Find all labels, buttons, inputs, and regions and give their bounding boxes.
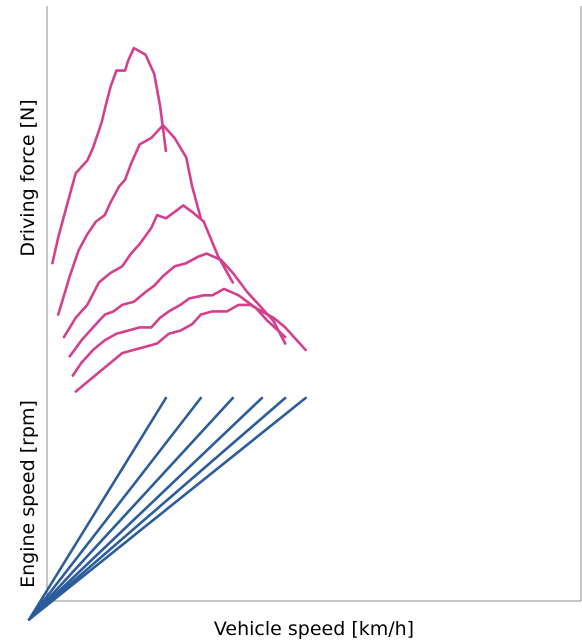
engine-speed-line-gear-1 <box>27 396 168 621</box>
engine-speed-line-gear-6 <box>27 396 307 621</box>
engine-speed-line-gear-2 <box>27 396 203 621</box>
engine-speed-line-gear-4 <box>27 396 264 621</box>
driving-force-curve-gear-4 <box>68 252 287 358</box>
y-axis-label-engine-speed: Engine speed [rpm] <box>17 400 39 588</box>
driving-force-curve-gear-2 <box>56 123 203 316</box>
engine-speed-line-gear-3 <box>27 396 235 621</box>
driving-force-curve-gear-1 <box>51 46 168 265</box>
x-axis-label: Vehicle speed [km/h] <box>214 618 414 640</box>
driving-force-curve-gear-5 <box>71 287 287 377</box>
y-axis-label-driving-force: Driving force [N] <box>17 99 39 256</box>
engine-speed-line-gear-5 <box>27 396 287 621</box>
engine-speed-lines <box>27 396 307 621</box>
driving-force-curves <box>51 46 307 393</box>
driving-force-curve-gear-3 <box>62 204 235 339</box>
driving-force-curve-gear-6 <box>74 303 307 393</box>
